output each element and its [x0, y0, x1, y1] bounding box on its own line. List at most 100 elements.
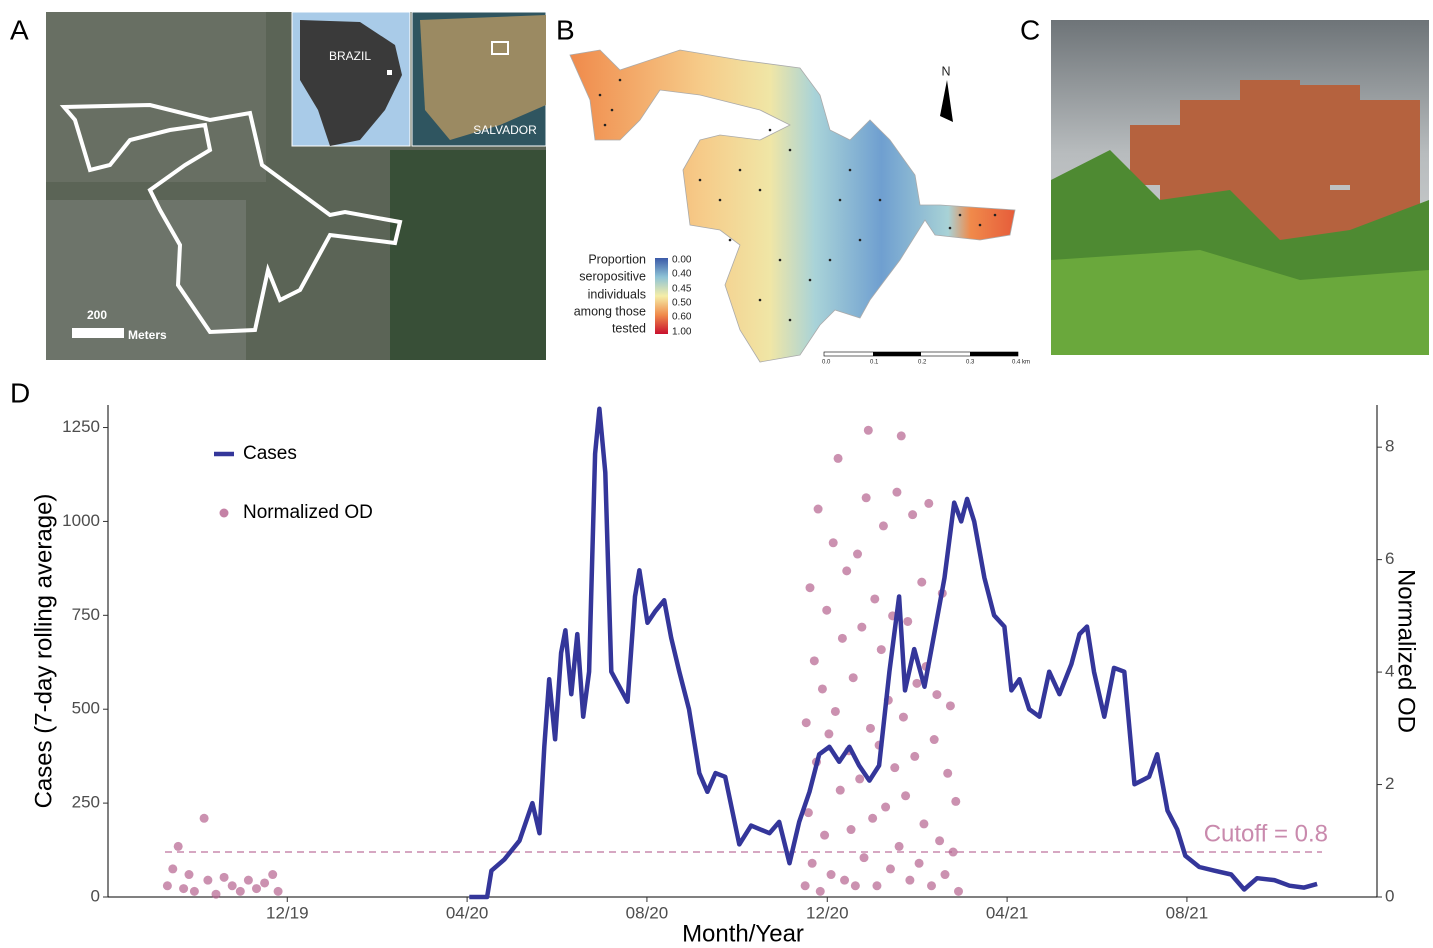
- od-point: [870, 594, 879, 603]
- legend-swatch: [220, 509, 229, 518]
- od-point: [890, 763, 899, 772]
- od-point: [840, 876, 849, 885]
- legend-line: Proportion: [588, 252, 646, 266]
- od-point: [930, 735, 939, 744]
- od-point: [834, 454, 843, 463]
- od-point: [822, 606, 831, 615]
- cases-line: [469, 409, 1317, 897]
- od-point: [810, 656, 819, 665]
- scale-bar-segment: [970, 352, 1018, 356]
- od-point: [260, 878, 269, 887]
- inset-country-label: BRAZIL: [329, 49, 371, 63]
- od-point: [912, 679, 921, 688]
- od-point: [842, 566, 851, 575]
- panel-label: B: [556, 14, 575, 45]
- od-point: [174, 842, 183, 851]
- y-axis-title: Cases (7-day rolling average): [30, 494, 57, 809]
- od-point: [943, 769, 952, 778]
- od-point: [895, 842, 904, 851]
- od-point: [919, 819, 928, 828]
- legend-line: individuals: [588, 287, 646, 301]
- x-tick-label: 12/19: [266, 903, 309, 922]
- od-point: [905, 876, 914, 885]
- x-tick-label: 04/21: [986, 903, 1029, 922]
- od-point: [185, 870, 194, 879]
- od-point: [892, 488, 901, 497]
- od-point: [179, 884, 188, 893]
- od-point: [910, 752, 919, 761]
- y2-tick-label: 0: [1385, 886, 1394, 905]
- od-point: [190, 887, 199, 896]
- od-point: [860, 853, 869, 862]
- legend-label: Normalized OD: [243, 502, 373, 523]
- od-point: [808, 859, 817, 868]
- od-point: [954, 887, 963, 896]
- od-point: [862, 493, 871, 502]
- urban-area: [46, 12, 266, 182]
- panel-d: D Month/Year Cases (7-day rolling averag…: [10, 377, 1420, 947]
- colorbar-label: 0.40: [672, 269, 692, 280]
- od-point: [838, 634, 847, 643]
- y2-axis-title: Normalized OD: [1393, 569, 1420, 733]
- y-tick-label: 500: [72, 699, 100, 718]
- od-point: [857, 623, 866, 632]
- colorbar-label: 1.00: [672, 327, 692, 338]
- od-point: [236, 887, 245, 896]
- legend-line: tested: [612, 321, 646, 335]
- od-point: [908, 510, 917, 519]
- od-point: [849, 673, 858, 682]
- od-point: [901, 791, 910, 800]
- od-point: [163, 881, 172, 890]
- od-point: [168, 864, 177, 873]
- scale-value: 200: [87, 308, 107, 322]
- od-point: [946, 701, 955, 710]
- od-point: [855, 774, 864, 783]
- od-point: [924, 499, 933, 508]
- od-point: [831, 707, 840, 716]
- scale-bar-segment: [873, 352, 921, 356]
- panel-label: A: [10, 14, 29, 45]
- location-marker: [387, 70, 392, 75]
- od-point: [951, 797, 960, 806]
- scale-label: 0.1: [870, 360, 879, 366]
- north-arrow: [940, 80, 953, 122]
- colorbar-label: 0.50: [672, 298, 692, 309]
- od-point: [814, 505, 823, 514]
- y2-tick-label: 2: [1385, 774, 1394, 793]
- od-point: [802, 718, 811, 727]
- annotation: Cutoff = 0.8: [1204, 820, 1328, 847]
- od-point: [836, 786, 845, 795]
- od-point: [200, 814, 209, 823]
- od-point: [274, 887, 283, 896]
- od-point: [268, 870, 277, 879]
- od-point: [851, 881, 860, 890]
- scale-label: 0.2: [918, 360, 927, 366]
- od-point: [927, 881, 936, 890]
- od-point: [827, 870, 836, 879]
- od-point: [228, 881, 237, 890]
- y-tick-label: 1250: [62, 417, 100, 436]
- y-tick-label: 250: [72, 793, 100, 812]
- x-axis-title: Month/Year: [682, 920, 804, 947]
- colorbar-label: 0.60: [672, 312, 692, 323]
- inset-city-label: SALVADOR: [473, 123, 537, 137]
- colorbar-label: 0.45: [672, 284, 692, 295]
- od-point: [949, 848, 958, 857]
- figure: BRAZIL SALVADOR 200 Meters A N Proportio…: [0, 0, 1433, 948]
- scale-unit: Meters: [128, 328, 167, 342]
- od-point: [801, 881, 810, 890]
- od-point: [847, 825, 856, 834]
- panel-c: C: [1020, 14, 1429, 355]
- x-tick-label: 08/20: [626, 903, 669, 922]
- od-point: [877, 645, 886, 654]
- scale-label: 0.3: [966, 360, 975, 366]
- scale-bar: [72, 328, 124, 338]
- y-tick-label: 0: [91, 886, 100, 905]
- x-tick-label: 08/21: [1166, 903, 1209, 922]
- od-point: [941, 870, 950, 879]
- scale-label: 0.4 km: [1012, 360, 1030, 366]
- od-point: [879, 521, 888, 530]
- od-point: [203, 876, 212, 885]
- od-point: [868, 814, 877, 823]
- od-point: [903, 617, 912, 626]
